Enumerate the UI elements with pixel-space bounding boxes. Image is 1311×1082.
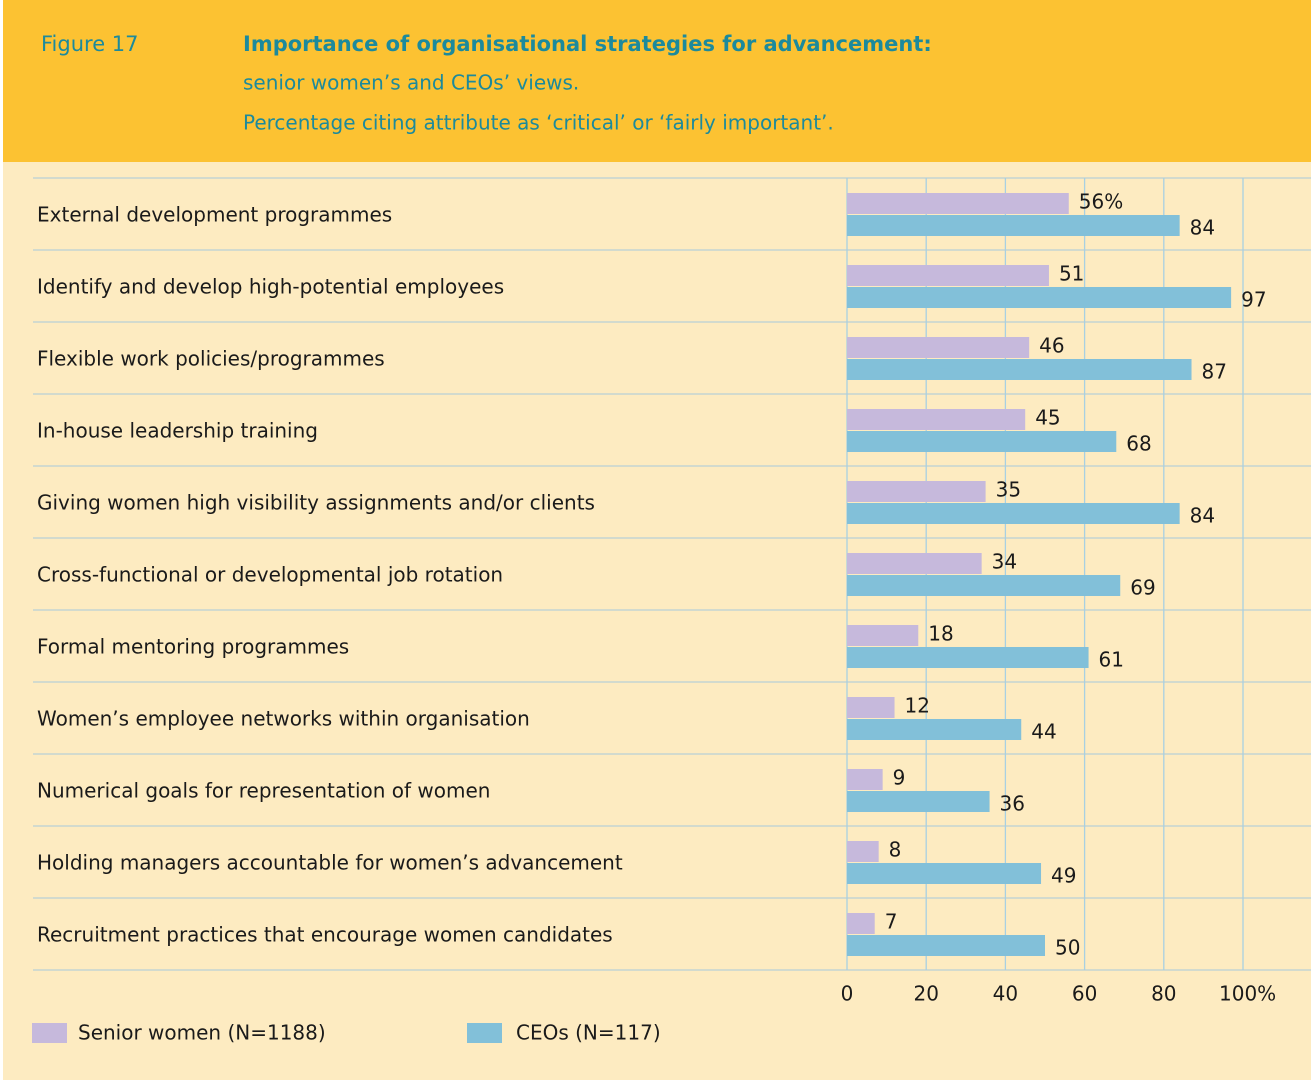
bar bbox=[847, 193, 1069, 214]
data-label: 45 bbox=[1035, 406, 1060, 430]
legend-swatch bbox=[467, 1023, 502, 1043]
data-label: 68 bbox=[1126, 432, 1151, 456]
data-label: 97 bbox=[1241, 288, 1266, 312]
bar bbox=[847, 337, 1030, 358]
legend-swatch bbox=[32, 1023, 67, 1043]
bar bbox=[847, 697, 895, 718]
data-label: 50 bbox=[1055, 936, 1080, 960]
data-label: 8 bbox=[889, 838, 902, 862]
category-label: In-house leadership training bbox=[37, 419, 318, 443]
x-tick-label: 40 bbox=[993, 982, 1018, 1006]
data-label: 49 bbox=[1051, 864, 1076, 888]
data-label: 12 bbox=[905, 694, 930, 718]
legend-label: Senior women (N=1188) bbox=[78, 1021, 326, 1045]
category-label: Numerical goals for representation of wo… bbox=[37, 779, 490, 803]
x-tick-label: 100% bbox=[1219, 982, 1276, 1006]
bar bbox=[847, 287, 1232, 308]
bar bbox=[847, 409, 1026, 430]
bar bbox=[847, 769, 883, 790]
data-label: 44 bbox=[1031, 720, 1056, 744]
data-label: 7 bbox=[885, 910, 898, 934]
category-label: Recruitment practices that encourage wom… bbox=[37, 923, 613, 947]
chart-subtitle: Percentage citing attribute as ‘critical… bbox=[243, 111, 834, 135]
data-label: 34 bbox=[992, 550, 1017, 574]
data-label: 9 bbox=[893, 766, 906, 790]
category-label: Giving women high visibility assignments… bbox=[37, 491, 595, 515]
bar bbox=[847, 431, 1117, 452]
bar bbox=[847, 935, 1045, 956]
category-label: External development programmes bbox=[37, 203, 392, 227]
bar bbox=[847, 265, 1049, 286]
category-label: Flexible work policies/programmes bbox=[37, 347, 385, 371]
bar bbox=[847, 841, 879, 862]
data-label: 84 bbox=[1190, 216, 1215, 240]
bar bbox=[847, 503, 1180, 524]
category-label: Identify and develop high-potential empl… bbox=[37, 275, 504, 299]
x-tick-label: 0 bbox=[841, 982, 854, 1006]
x-tick-label: 60 bbox=[1072, 982, 1097, 1006]
bar bbox=[847, 913, 875, 934]
data-label: 51 bbox=[1059, 262, 1084, 286]
x-tick-label: 20 bbox=[913, 982, 938, 1006]
data-label: 84 bbox=[1190, 504, 1215, 528]
bar bbox=[847, 625, 919, 646]
bar bbox=[847, 575, 1121, 596]
chart-background bbox=[3, 0, 1311, 1080]
data-label: 46 bbox=[1039, 334, 1064, 358]
data-label: 35 bbox=[996, 478, 1021, 502]
figure-label: Figure 17 bbox=[41, 32, 139, 56]
bar bbox=[847, 719, 1022, 740]
x-tick-label: 80 bbox=[1151, 982, 1176, 1006]
bar bbox=[847, 215, 1180, 236]
chart-title: Importance of organisational strategies … bbox=[243, 32, 932, 56]
header-band bbox=[3, 0, 1311, 162]
bar bbox=[847, 553, 982, 574]
data-label: 61 bbox=[1099, 648, 1124, 672]
chart-subtitle: senior women’s and CEOs’ views. bbox=[243, 71, 579, 95]
category-label: Formal mentoring programmes bbox=[37, 635, 349, 659]
data-label: 56% bbox=[1079, 190, 1123, 214]
data-label: 69 bbox=[1130, 576, 1155, 600]
data-label: 18 bbox=[928, 622, 953, 646]
bar bbox=[847, 359, 1192, 380]
data-label: 87 bbox=[1202, 360, 1227, 384]
category-label: Holding managers accountable for women’s… bbox=[37, 851, 623, 875]
data-label: 36 bbox=[1000, 792, 1025, 816]
category-label: Cross-functional or developmental job ro… bbox=[37, 563, 503, 587]
legend-label: CEOs (N=117) bbox=[516, 1021, 661, 1045]
bar bbox=[847, 791, 990, 812]
bar bbox=[847, 647, 1089, 668]
bar bbox=[847, 863, 1042, 884]
category-label: Women’s employee networks within organis… bbox=[37, 707, 530, 731]
bar bbox=[847, 481, 986, 502]
